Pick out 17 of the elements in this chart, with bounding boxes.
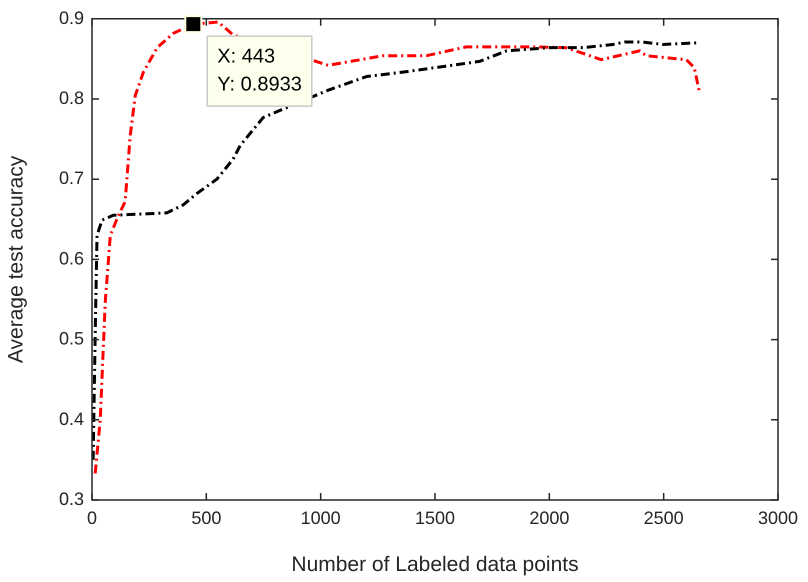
y-tick-label: 0.8 bbox=[58, 88, 84, 108]
y-tick-label: 0.9 bbox=[58, 8, 84, 28]
y-tick-label: 0.3 bbox=[58, 488, 84, 509]
x-tick-label: 3000 bbox=[758, 508, 798, 528]
y-tick-label: 0.5 bbox=[58, 328, 84, 349]
y-axis-title: Average test accuracy bbox=[4, 155, 28, 364]
x-axis-title: Number of Labeled data points bbox=[291, 553, 579, 576]
y-tick-label: 0.4 bbox=[58, 408, 84, 429]
x-tick-label: 500 bbox=[191, 508, 222, 528]
annotation: X: 443 Y: 0.8933 bbox=[217, 46, 302, 96]
x-tick-label: 2000 bbox=[529, 508, 570, 528]
y-tick-label: 0.7 bbox=[58, 168, 84, 188]
x-tick-label: 2500 bbox=[644, 508, 684, 528]
y-tick-label: 0.6 bbox=[58, 248, 84, 268]
x-tick-label: 0 bbox=[86, 508, 98, 528]
x-tick-label: 1500 bbox=[414, 508, 456, 528]
x-tick-label: 1000 bbox=[300, 508, 341, 528]
